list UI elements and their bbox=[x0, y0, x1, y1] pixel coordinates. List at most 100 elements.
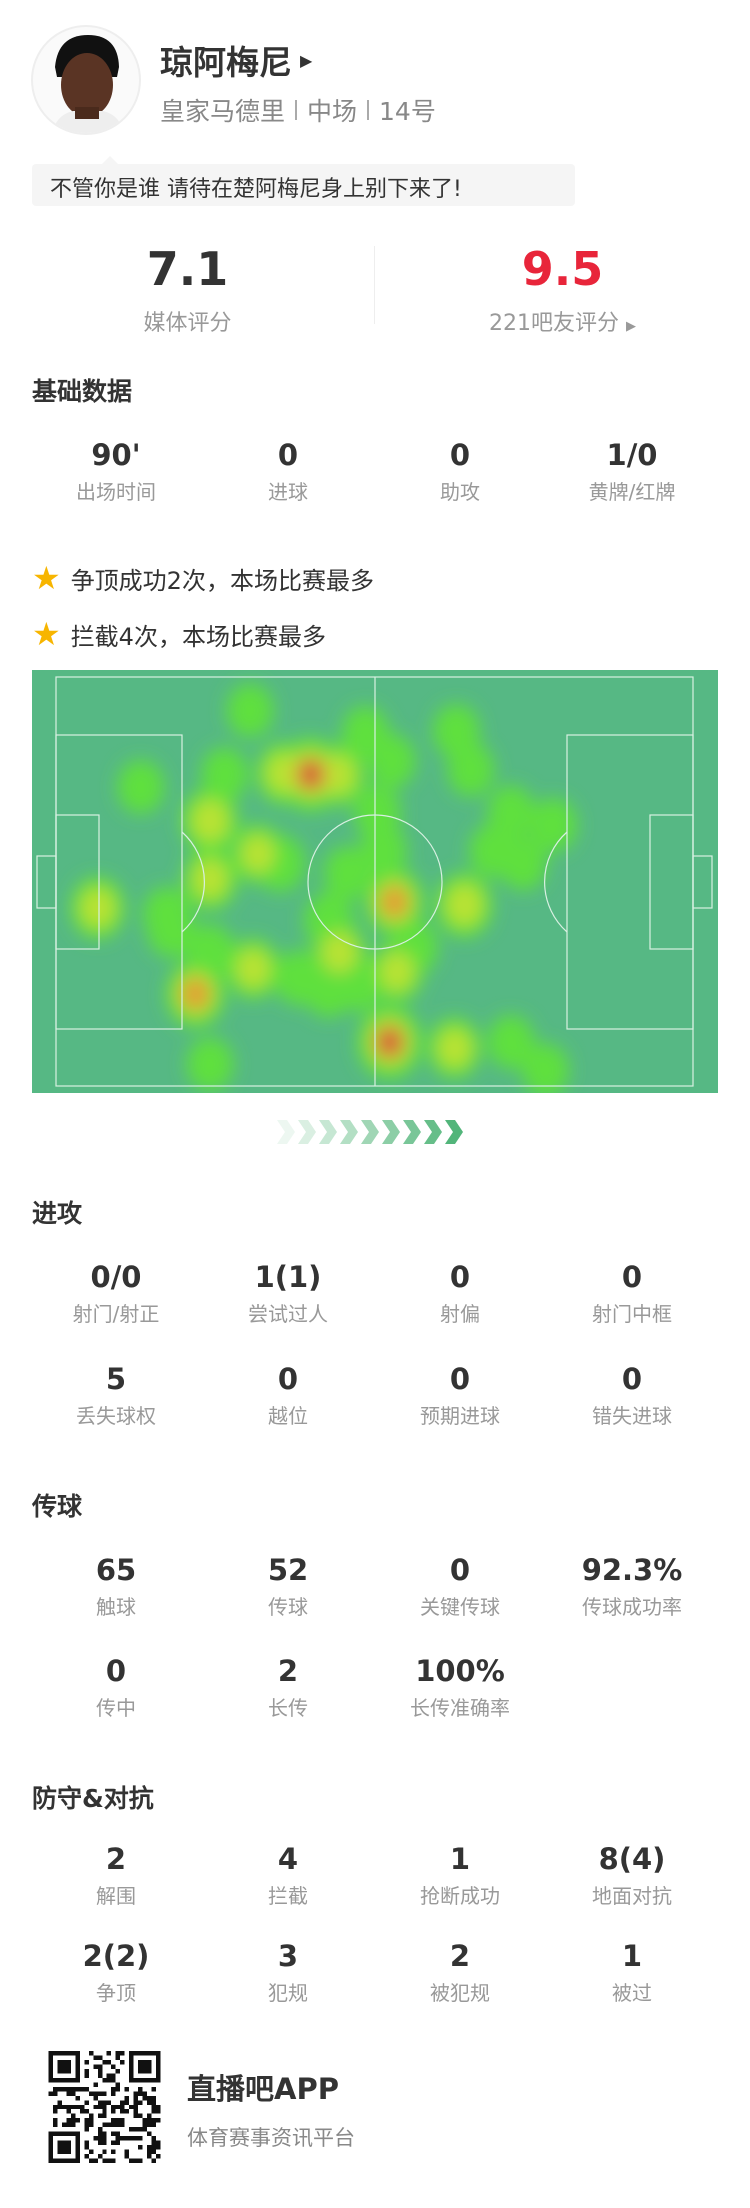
left-goal bbox=[36, 855, 57, 909]
heat-spot bbox=[321, 931, 358, 974]
heat-spot bbox=[437, 1028, 473, 1069]
stat-label: 争顶 bbox=[96, 1981, 136, 2005]
position: 中场 bbox=[307, 97, 358, 126]
star-icon: ★ bbox=[32, 559, 61, 597]
stat-label: 进球 bbox=[268, 480, 308, 504]
stat-label: 越位 bbox=[268, 1404, 308, 1428]
fan-rating[interactable]: 9.5 221吧友评分 ▶ bbox=[375, 241, 750, 337]
stat-label: 传球 bbox=[268, 1595, 308, 1619]
stat-value: 2 bbox=[277, 1654, 299, 1688]
heat-spot bbox=[445, 883, 483, 927]
stat-attack: 5 丢失球权 bbox=[30, 1362, 202, 1429]
stat-label: 预期进球 bbox=[420, 1404, 500, 1428]
stat-attack: 0 错失进球 bbox=[546, 1362, 718, 1429]
stat-passing: 0 传中 bbox=[30, 1654, 202, 1721]
stat-value: 0 bbox=[449, 1553, 471, 1587]
right-goal bbox=[692, 855, 713, 909]
chevron-icon bbox=[361, 1120, 379, 1144]
player-name: 琼阿梅尼 bbox=[160, 43, 292, 82]
stat-attack: 0/0 射门/射正 bbox=[30, 1260, 202, 1327]
stat-value: 0 bbox=[621, 1362, 643, 1396]
stat-label: 被犯规 bbox=[430, 1981, 490, 2005]
stat-value: 2 bbox=[449, 1939, 471, 1973]
heat-spot bbox=[530, 798, 577, 852]
stat-value: 3 bbox=[277, 1939, 299, 1973]
heat-spot bbox=[117, 760, 165, 814]
stat-attack: 0 越位 bbox=[202, 1362, 374, 1429]
section-title-basic: 基础数据 bbox=[32, 377, 133, 406]
stat-value: 0 bbox=[277, 1362, 299, 1396]
qr-code[interactable] bbox=[46, 2051, 163, 2163]
stat-passing: 65 触球 bbox=[30, 1553, 202, 1620]
section-title-defense: 防守&对抗 bbox=[32, 1784, 154, 1813]
stat-label: 地面对抗 bbox=[592, 1884, 672, 1908]
stat-attack: 1(1) 尝试过人 bbox=[202, 1260, 374, 1327]
stat-attack: 0 射偏 bbox=[374, 1260, 546, 1327]
heat-spot bbox=[191, 799, 229, 843]
pitch-lines bbox=[36, 676, 713, 1087]
stat-passing: 2 长传 bbox=[202, 1654, 374, 1721]
heat-spot bbox=[360, 823, 407, 878]
section-title-attack: 进攻 bbox=[32, 1199, 83, 1228]
stat-value: 8(4) bbox=[598, 1842, 666, 1876]
rating-divider bbox=[374, 246, 375, 324]
heat-spot bbox=[186, 1037, 234, 1092]
stat-label: 出场时间 bbox=[76, 480, 156, 504]
chevron-icon bbox=[424, 1120, 442, 1144]
attack-direction-arrows bbox=[277, 1120, 463, 1144]
stat-value: 65 bbox=[95, 1553, 137, 1587]
stat-label: 解围 bbox=[96, 1884, 136, 1908]
heat-spot bbox=[241, 834, 276, 874]
chevron-icon bbox=[445, 1120, 463, 1144]
stat-defense: 2(2) 争顶 bbox=[30, 1939, 202, 2006]
stat-defense: 8(4) 地面对抗 bbox=[546, 1842, 718, 1909]
stat-passing: 100% 长传准确率 bbox=[374, 1654, 546, 1721]
player-name-link[interactable]: 琼阿梅尼 ▶ bbox=[160, 36, 312, 84]
stat-basic: 0 助攻 bbox=[374, 438, 546, 505]
heatmap-pitch bbox=[32, 670, 718, 1093]
left-penalty-arc bbox=[181, 831, 205, 933]
section-title-passing: 传球 bbox=[32, 1492, 83, 1521]
stat-defense: 1 被过 bbox=[546, 1939, 718, 2006]
stat-label: 长传 bbox=[268, 1696, 308, 1720]
stat-label: 射门中框 bbox=[592, 1302, 672, 1326]
stat-value: 0 bbox=[277, 438, 299, 472]
stat-label: 传中 bbox=[96, 1696, 136, 1720]
heat-spot bbox=[201, 747, 249, 802]
player-avatar[interactable] bbox=[31, 25, 141, 135]
stat-basic: 1/0 黄牌/红牌 bbox=[546, 438, 718, 505]
quote-bubble: 不管你是谁 请待在楚阿梅尼身上别下来了! bbox=[32, 156, 575, 206]
app-name: 直播吧APP bbox=[187, 2072, 339, 2106]
stat-label: 射门/射正 bbox=[72, 1302, 160, 1326]
star-icon: ★ bbox=[32, 615, 61, 653]
stat-attack: 0 射门中框 bbox=[546, 1260, 718, 1327]
stat-label: 助攻 bbox=[440, 480, 480, 504]
stat-passing: 0 关键传球 bbox=[374, 1553, 546, 1620]
heat-spot bbox=[487, 1015, 535, 1070]
chevron-icon bbox=[298, 1120, 316, 1144]
highlight-item: ★ 争顶成功2次，本场比赛最多 bbox=[32, 559, 374, 597]
heat-spot bbox=[235, 948, 271, 989]
heat-spot bbox=[380, 886, 409, 918]
stat-label: 丢失球权 bbox=[76, 1404, 156, 1428]
stat-value: 0 bbox=[621, 1260, 643, 1294]
stat-value: 90' bbox=[91, 438, 141, 472]
chevron-icon bbox=[277, 1120, 295, 1144]
heat-spot bbox=[226, 683, 274, 738]
stat-label: 长传准确率 bbox=[410, 1696, 510, 1720]
stat-value: 2(2) bbox=[82, 1939, 150, 1973]
heat-spot bbox=[80, 887, 116, 929]
heat-spot bbox=[181, 978, 210, 1010]
separator bbox=[295, 100, 298, 120]
heat-spot bbox=[147, 901, 196, 958]
stat-value: 1/0 bbox=[606, 438, 658, 472]
stat-label: 黄牌/红牌 bbox=[588, 480, 676, 504]
stat-label: 拦截 bbox=[268, 1884, 308, 1908]
stat-value: 0/0 bbox=[90, 1260, 142, 1294]
heat-spot bbox=[447, 742, 495, 797]
heat-spot bbox=[299, 761, 323, 788]
stat-value: 4 bbox=[277, 1842, 299, 1876]
stat-value: 1 bbox=[621, 1939, 643, 1973]
heat-spot bbox=[265, 752, 302, 794]
stat-defense: 1 抢断成功 bbox=[374, 1842, 546, 1909]
